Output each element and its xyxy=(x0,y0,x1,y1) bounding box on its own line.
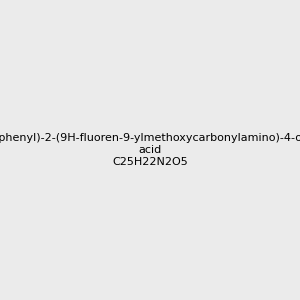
Text: 4-(2-aminophenyl)-2-(9H-fluoren-9-ylmethoxycarbonylamino)-4-oxobutanoic acid
C25: 4-(2-aminophenyl)-2-(9H-fluoren-9-ylmeth… xyxy=(0,134,300,166)
